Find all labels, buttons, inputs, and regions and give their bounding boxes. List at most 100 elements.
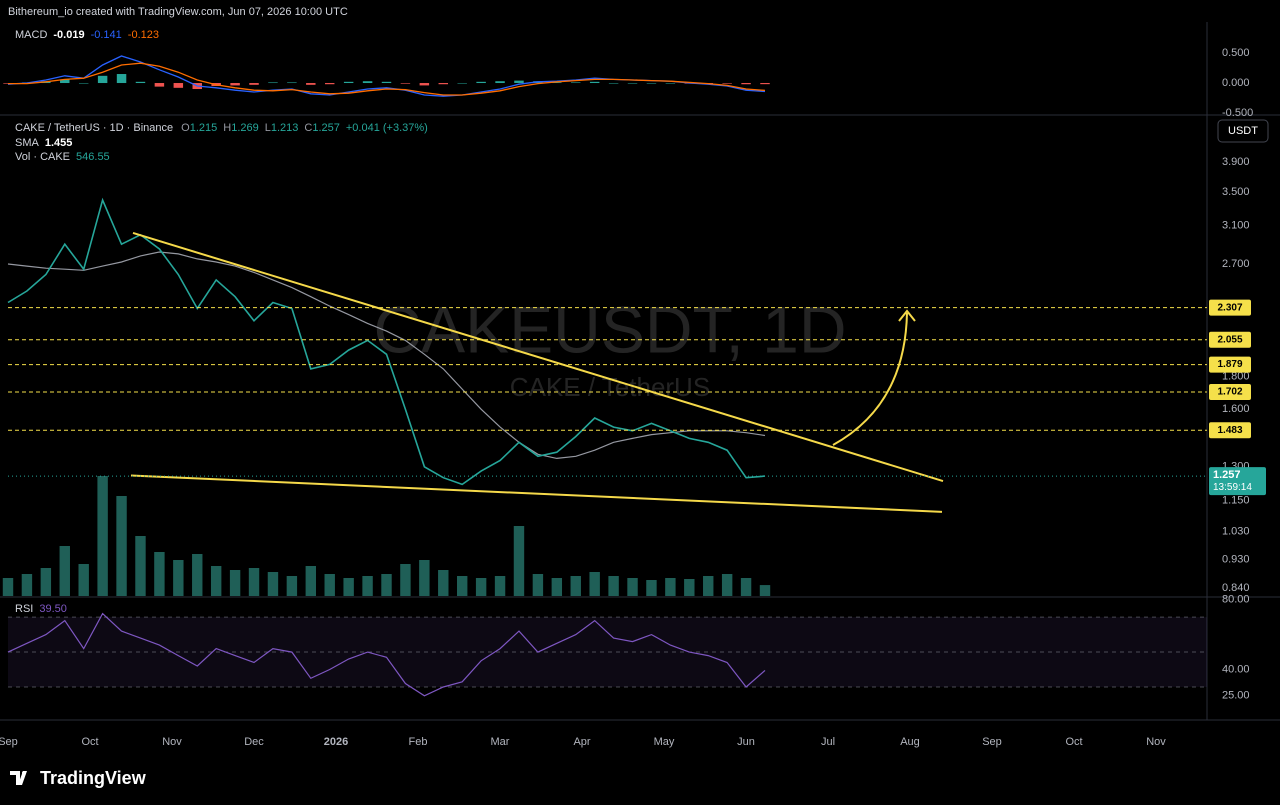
macd-signal-value: -0.123 — [128, 29, 159, 41]
volume-bar — [267, 572, 279, 596]
ohlc-label: H — [223, 122, 231, 134]
sma-value: 1.455 — [45, 137, 73, 149]
ohlc-label: O — [181, 122, 190, 134]
y-tick-label: 0.930 — [1222, 554, 1250, 566]
volume-bar — [248, 568, 260, 596]
macd-histogram-bar — [495, 81, 505, 84]
ohlc-value: 1.213 — [271, 122, 299, 134]
volume-bar — [116, 496, 127, 596]
forecast-arrow — [832, 312, 908, 446]
macd-histogram-bar — [381, 81, 392, 84]
macd-histogram-bar — [135, 81, 146, 84]
volume-bar — [532, 574, 544, 596]
volume-bar — [229, 570, 241, 596]
x-tick-label: Jul — [821, 736, 835, 748]
volume-legend: Vol · CAKE 546.55 — [15, 151, 110, 163]
volume-bar — [665, 578, 676, 596]
macd-histogram-bar — [306, 83, 316, 85]
volume-bar — [684, 579, 695, 596]
level-label: 2.055 — [1217, 334, 1242, 345]
volume-bar — [362, 576, 373, 596]
volume-bar — [646, 580, 657, 596]
trendline — [132, 231, 944, 482]
level-tag — [1209, 422, 1251, 439]
volume-bar — [286, 576, 298, 596]
level-tag — [1209, 331, 1251, 348]
volume-bar — [438, 570, 449, 596]
ohlc-label: L — [265, 122, 271, 134]
y-tick-label: 0.000 — [1222, 77, 1250, 89]
macd-hist-value: -0.019 — [53, 29, 84, 41]
logo-text: TradingView — [40, 768, 147, 788]
macd-histogram-bar — [571, 82, 581, 84]
volume-bar — [627, 578, 638, 596]
volume-bar — [759, 585, 771, 596]
volume-bar — [21, 574, 33, 596]
y-tick-label: 3.900 — [1222, 156, 1250, 168]
volume-bar — [400, 564, 411, 596]
volume-bar — [381, 574, 392, 596]
x-tick-label: 2026 — [324, 736, 348, 748]
price-line — [7, 197, 766, 486]
rsi-value: 39.50 — [39, 603, 67, 615]
x-tick-label: Sep — [0, 736, 18, 748]
ohlc-value: 1.269 — [231, 122, 259, 134]
volume-bar — [456, 576, 468, 596]
macd-histogram-bar — [173, 83, 184, 88]
rsi-legend: RSI 39.50 — [15, 603, 67, 615]
attribution: Bithereum_io created with TradingView.co… — [8, 6, 348, 18]
macd-histogram-bar — [230, 83, 240, 86]
macd-line — [8, 62, 766, 96]
currency-button[interactable] — [1217, 119, 1269, 143]
volume-bar — [97, 476, 108, 596]
volume-bar — [2, 578, 14, 596]
currency-label[interactable]: USDT — [1228, 125, 1258, 137]
sma-line — [7, 251, 766, 460]
y-tick-label: 40.00 — [1222, 663, 1250, 675]
macd-histogram-bar — [552, 82, 562, 84]
y-tick-label: 80.00 — [1222, 593, 1250, 605]
macd-histogram-bar — [268, 82, 278, 84]
ohlc-value: 1.257 — [312, 122, 340, 134]
rsi-line — [7, 612, 766, 697]
volume-title: Vol · CAKE — [15, 151, 70, 163]
volume-bar — [513, 526, 525, 596]
y-tick-label: 1.600 — [1222, 403, 1250, 415]
macd-histogram-bar — [760, 83, 770, 85]
ohlc-value: 1.215 — [190, 122, 218, 134]
macd-histogram-bar — [722, 83, 732, 84]
volume-bar — [608, 576, 619, 596]
level-label: 1.879 — [1217, 359, 1242, 370]
macd-histogram-bar — [646, 83, 657, 84]
macd-histogram-bar — [665, 83, 676, 84]
y-tick-label: 3.100 — [1222, 220, 1250, 232]
symbol-title: CAKE / TetherUS · 1D · Binance — [15, 122, 173, 134]
x-tick-label: Dec — [244, 736, 264, 748]
macd-histogram-bar — [457, 83, 467, 84]
y-tick-label: 2.700 — [1222, 258, 1250, 270]
y-tick-label: 0.500 — [1222, 47, 1250, 59]
macd-histogram-bar — [419, 83, 430, 86]
change: +0.041 (+3.37%) — [346, 122, 428, 134]
x-tick-label: Mar — [491, 736, 510, 748]
macd-histogram-bar — [589, 81, 600, 84]
sma-title: SMA — [15, 137, 40, 149]
volume-bar — [324, 574, 335, 596]
volume-bar — [210, 566, 222, 596]
x-tick-label: Sep — [982, 736, 1002, 748]
macd-histogram-bar — [362, 81, 373, 84]
volume-bar — [551, 578, 563, 596]
volume-bar — [173, 560, 184, 596]
level-tag — [1209, 356, 1251, 373]
volume-bar — [570, 576, 581, 596]
volume-bar — [419, 560, 430, 596]
y-tick-label: 1.150 — [1222, 495, 1250, 507]
macd-histogram-bar — [287, 82, 297, 84]
macd-histogram-bar — [343, 81, 354, 84]
macd-histogram-bar — [438, 83, 449, 85]
volume-value: 546.55 — [76, 151, 110, 163]
x-tick-label: Nov — [162, 736, 182, 748]
macd-histogram-bar — [400, 83, 411, 84]
